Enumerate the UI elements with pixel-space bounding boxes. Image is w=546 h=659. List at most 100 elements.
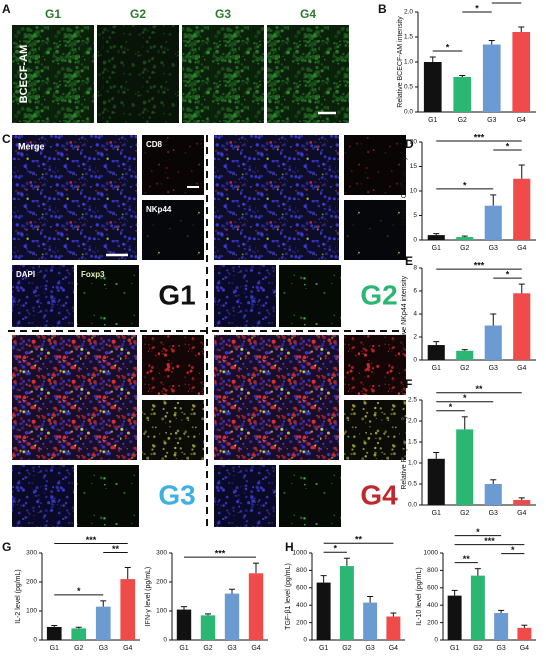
x-tick-label: G3: [99, 645, 108, 652]
micrograph: [214, 265, 276, 327]
bar: [427, 458, 445, 505]
x-tick-label: G2: [74, 645, 83, 652]
group-label: G2: [130, 7, 146, 21]
bar: [456, 429, 474, 505]
bar: [176, 609, 192, 640]
y-tick-label: 5: [413, 212, 417, 219]
y-tick-label: 400: [296, 602, 307, 609]
bar: [484, 205, 502, 240]
bar: [456, 237, 474, 240]
bar: [494, 613, 509, 640]
y-tick-label: 1.0: [404, 59, 413, 66]
bar: [453, 77, 472, 112]
y-tick-label: 200: [156, 579, 167, 586]
y-tick-label: 1.0: [408, 460, 417, 467]
bar: [470, 575, 485, 640]
bar: [248, 573, 264, 640]
stain-label: CD8: [146, 140, 163, 149]
x-tick-label: G4: [520, 645, 529, 652]
micrograph: [142, 200, 204, 260]
x-tick-label: G4: [123, 645, 132, 652]
panel-letter: E: [405, 254, 413, 268]
micrograph: [182, 25, 264, 123]
significance-label: **: [475, 384, 483, 394]
x-tick-label: G3: [489, 245, 498, 252]
significance-label: *: [475, 3, 479, 13]
x-tick-label: G3: [365, 645, 374, 652]
y-axis-label: Relative NKp44 intensity: [401, 275, 408, 352]
panel-letter: C: [2, 132, 11, 146]
bar: [513, 293, 531, 360]
group-label: G4: [300, 7, 316, 21]
group-label: G3: [158, 479, 195, 510]
bar: [339, 566, 354, 640]
x-tick-label: G2: [460, 365, 469, 372]
bar: [447, 595, 462, 640]
bar: [224, 593, 240, 640]
significance-label: *: [449, 402, 453, 412]
bar: [363, 602, 378, 640]
micrograph: [344, 135, 406, 195]
x-tick-label: G4: [251, 645, 260, 652]
y-tick-label: 100: [156, 608, 167, 615]
significance-label: *: [506, 141, 510, 151]
bar: [316, 582, 331, 640]
x-tick-label: G1: [432, 510, 441, 517]
bar: [517, 627, 532, 640]
micrograph: [142, 400, 204, 460]
significance-label: ***: [86, 535, 97, 545]
stain-label: DAPI: [16, 270, 35, 279]
y-axis-label: Relative Foxp3 intensity: [401, 415, 408, 490]
significance-label: *: [505, 0, 509, 4]
bar: [200, 615, 216, 640]
significance-label: ***: [215, 549, 226, 559]
micrograph: [12, 265, 74, 327]
y-tick-label: 0: [163, 637, 167, 644]
micrograph: [12, 135, 137, 260]
stain-label: Foxp3: [81, 270, 105, 279]
bar: [386, 616, 401, 640]
micrograph: [267, 25, 349, 123]
significance-label: *: [511, 545, 515, 555]
y-tick-label: 0: [434, 637, 438, 644]
micrograph: [214, 135, 339, 260]
y-tick-label: 800: [427, 567, 438, 574]
significance-label: ***: [484, 536, 495, 546]
y-tick-label: 200: [427, 619, 438, 626]
significance-label: *: [446, 42, 450, 52]
significance-label: ***: [474, 260, 485, 270]
micrograph: [142, 335, 204, 395]
y-tick-label: 8: [413, 265, 417, 272]
significance-label: *: [333, 544, 337, 554]
x-tick-label: G1: [432, 365, 441, 372]
panel-letter: A: [2, 2, 11, 16]
y-tick-label: 1.5: [408, 439, 417, 446]
significance-label: *: [463, 393, 467, 403]
group-label: G2: [360, 279, 397, 310]
panel-letter: F: [405, 377, 412, 391]
x-tick-label: G4: [517, 365, 526, 372]
x-tick-label: G2: [342, 645, 351, 652]
bar: [71, 628, 87, 640]
y-tick-label: 10: [410, 188, 418, 195]
y-axis-label: IFN-γ level (pg/mL): [145, 567, 152, 627]
x-tick-label: G4: [517, 510, 526, 517]
y-tick-label: 100: [26, 608, 37, 615]
significance-label: *: [476, 527, 480, 537]
y-tick-label: 15: [410, 163, 418, 170]
bar: [120, 579, 136, 640]
micrograph: [214, 465, 276, 527]
y-tick-label: 2.0: [404, 9, 413, 16]
x-tick-label: G3: [489, 365, 498, 372]
y-tick-label: 0.0: [408, 502, 417, 509]
x-tick-label: G3: [487, 117, 496, 124]
x-tick-label: G2: [203, 645, 212, 652]
bar: [427, 235, 445, 240]
stain-label: Merge: [18, 141, 45, 151]
micrograph: [279, 465, 341, 527]
micrograph: [12, 335, 137, 460]
x-tick-label: G3: [489, 510, 498, 517]
y-axis-label: IL-10 level (pg/mL): [416, 567, 423, 625]
y-tick-label: 600: [296, 585, 307, 592]
